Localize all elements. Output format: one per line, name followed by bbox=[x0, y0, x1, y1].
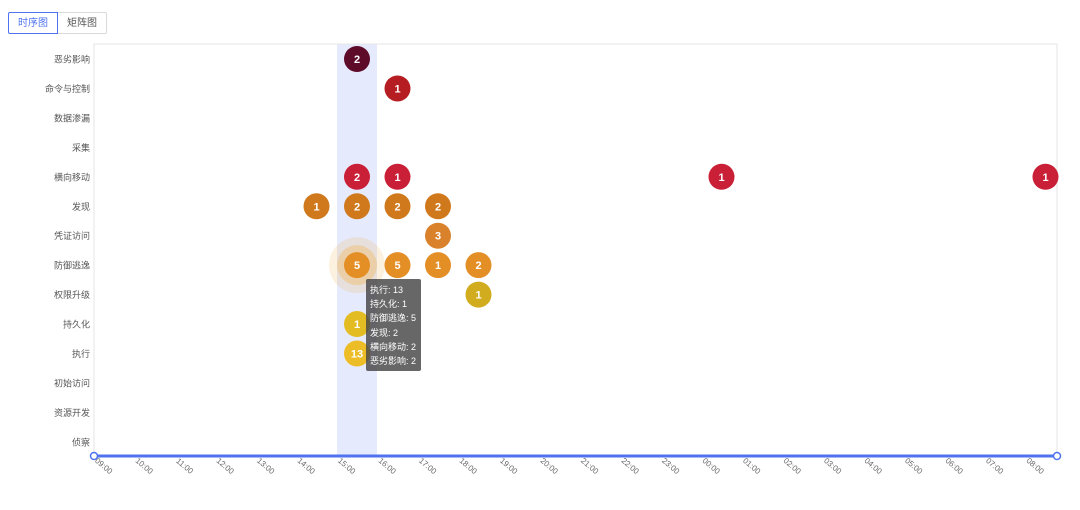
data-label: 1 bbox=[354, 319, 360, 331]
range-handle-right bbox=[1052, 451, 1062, 461]
x-tick-label: 14:00 bbox=[296, 456, 318, 476]
data-label: 1 bbox=[435, 260, 441, 272]
data-label: 2 bbox=[475, 260, 481, 272]
data-point bbox=[384, 75, 411, 102]
y-tick-label: 恶劣影响 bbox=[54, 54, 90, 65]
x-tick-label: 09:00 bbox=[93, 456, 115, 476]
view-tabs: 时序图 矩阵图 bbox=[8, 12, 107, 34]
data-label: 2 bbox=[354, 201, 360, 213]
y-tick-label: 凭证访问 bbox=[54, 230, 90, 241]
tooltip-line: 执行: 13 bbox=[370, 285, 404, 295]
data-label: 1 bbox=[1042, 172, 1048, 184]
x-tick-label: 21:00 bbox=[579, 456, 601, 476]
x-tick-label: 20:00 bbox=[539, 456, 561, 476]
tooltip-line: 防御逃逸: 5 bbox=[370, 313, 417, 324]
y-tick-label: 数据渗漏 bbox=[54, 112, 90, 123]
data-label: 3 bbox=[435, 231, 441, 243]
x-tick-label: 16:00 bbox=[377, 456, 399, 476]
tooltip-line: 恶劣影响: 2 bbox=[370, 356, 417, 367]
data-point bbox=[303, 193, 330, 220]
highlight-band bbox=[337, 44, 377, 456]
x-tick-label: 01:00 bbox=[741, 456, 763, 476]
x-tick-label: 15:00 bbox=[336, 456, 358, 476]
data-label: 1 bbox=[313, 201, 319, 213]
y-tick-label: 防御逃逸 bbox=[54, 260, 90, 271]
tooltip-line: 发现: 2 bbox=[370, 327, 399, 338]
data-point bbox=[465, 252, 492, 279]
y-tick-label: 侦察 bbox=[72, 436, 90, 447]
x-tick-label: 11:00 bbox=[174, 456, 195, 476]
tooltip-line: 横向移动: 2 bbox=[370, 341, 417, 352]
data-point bbox=[344, 340, 370, 367]
y-tick-label: 采集 bbox=[72, 142, 90, 153]
y-tick-label: 权限升级 bbox=[54, 289, 90, 300]
x-tick-label: 02:00 bbox=[782, 456, 804, 476]
data-point bbox=[465, 281, 492, 308]
data-point bbox=[344, 46, 370, 72]
hover-tooltip: 执行: 13 持久化: 1 防御逃逸: 5 发现: 2 横向移动: 2 恶劣影响… bbox=[366, 279, 421, 372]
data-point bbox=[344, 311, 370, 338]
x-tick-label: 07:00 bbox=[984, 456, 1006, 476]
x-tick-label: 00:00 bbox=[701, 456, 723, 476]
x-tick-label: 04:00 bbox=[863, 456, 885, 476]
x-tick-label: 17:00 bbox=[417, 456, 439, 476]
plot-frame bbox=[93, 43, 1058, 457]
y-tick-label: 资源开发 bbox=[54, 407, 90, 418]
range-handle-left bbox=[89, 451, 99, 461]
data-point bbox=[425, 222, 451, 249]
data-label: 1 bbox=[475, 290, 481, 302]
x-tick-label: 13:00 bbox=[255, 456, 277, 476]
data-point bbox=[425, 193, 451, 220]
data-label: 2 bbox=[354, 172, 360, 184]
data-point bbox=[425, 252, 451, 279]
x-tick-label: 05:00 bbox=[903, 456, 925, 476]
data-point bbox=[384, 193, 411, 220]
data-label: 5 bbox=[354, 260, 360, 272]
x-tick-label: 03:00 bbox=[822, 456, 844, 476]
x-tick-label: 12:00 bbox=[215, 456, 237, 476]
x-tick-label: 18:00 bbox=[458, 456, 480, 476]
data-point bbox=[344, 163, 370, 190]
x-tick-label: 23:00 bbox=[660, 456, 682, 476]
x-tick-label: 22:00 bbox=[620, 456, 642, 476]
data-label: 1 bbox=[394, 172, 400, 184]
data-label: 5 bbox=[394, 260, 400, 272]
x-tick-label: 10:00 bbox=[134, 456, 156, 476]
data-label: 2 bbox=[354, 54, 360, 66]
x-tick-label: 08:00 bbox=[1025, 456, 1047, 476]
data-point bbox=[384, 252, 411, 279]
data-label: 13 bbox=[351, 349, 363, 361]
x-tick-label: 19:00 bbox=[498, 456, 520, 476]
y-tick-label: 执行 bbox=[72, 348, 90, 359]
data-point bbox=[384, 163, 411, 190]
y-tick-label: 持久化 bbox=[63, 319, 90, 330]
data-label: 1 bbox=[394, 83, 400, 95]
tooltip-line: 持久化: 1 bbox=[370, 299, 408, 310]
y-tick-label: 命令与控制 bbox=[45, 83, 90, 94]
data-label: 2 bbox=[435, 201, 441, 213]
data-label: 2 bbox=[394, 201, 400, 213]
data-point bbox=[344, 193, 370, 220]
x-tick-label: 06:00 bbox=[944, 456, 966, 476]
data-point bbox=[1032, 163, 1059, 190]
y-tick-label: 横向移动 bbox=[54, 171, 90, 182]
tab-timeline[interactable]: 时序图 bbox=[8, 12, 58, 34]
y-tick-label: 初始访问 bbox=[54, 377, 90, 388]
data-label: 1 bbox=[718, 172, 724, 184]
data-point bbox=[708, 163, 735, 190]
y-tick-label: 发现 bbox=[72, 201, 90, 212]
data-point bbox=[344, 252, 370, 279]
